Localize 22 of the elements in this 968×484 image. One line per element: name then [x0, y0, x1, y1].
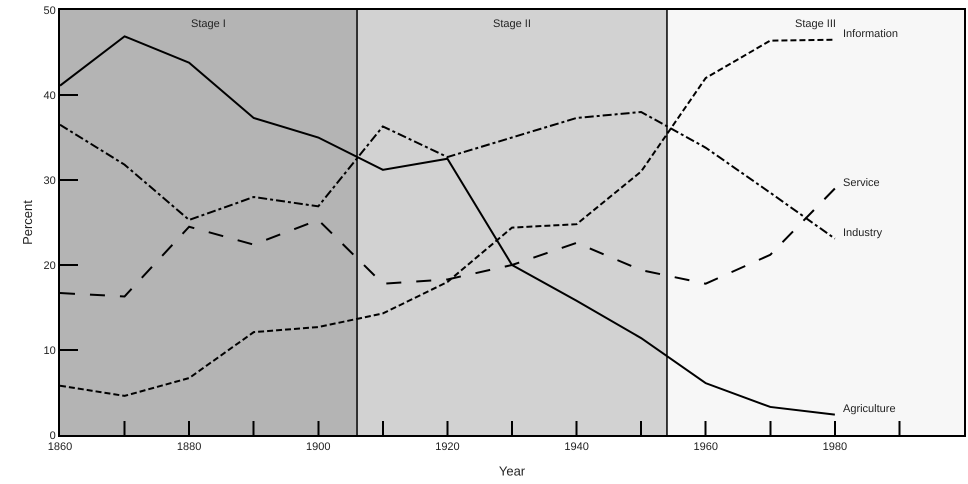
y-tick-label: 50 [44, 4, 56, 17]
y-tick-label: 10 [44, 344, 56, 357]
y-tick-label: 20 [44, 260, 56, 272]
y-tick-label: 30 [44, 174, 56, 187]
series-label: Agriculture [843, 403, 896, 415]
x-tick-label: 1860 [48, 441, 72, 454]
y-tick-label: 0 [50, 430, 56, 442]
series-label: Information [843, 28, 898, 40]
band-label: Stage I [191, 18, 226, 30]
band-label: Stage III [795, 18, 836, 30]
band-label: Stage II [493, 18, 531, 30]
x-tick-label: 1960 [693, 441, 718, 454]
x-tick-label: 1880 [176, 441, 202, 454]
series-label: Industry [843, 227, 883, 239]
y-axis-title: Percent [20, 200, 35, 245]
x-tick-label: 1920 [435, 441, 460, 454]
x-tick-label: 1900 [306, 441, 331, 454]
y-tick-label: 40 [44, 90, 56, 102]
x-tick-label: 1980 [822, 441, 848, 454]
series-label: Service [843, 177, 880, 189]
x-tick-label: 1940 [564, 441, 589, 454]
x-axis-title: Year [498, 463, 526, 478]
